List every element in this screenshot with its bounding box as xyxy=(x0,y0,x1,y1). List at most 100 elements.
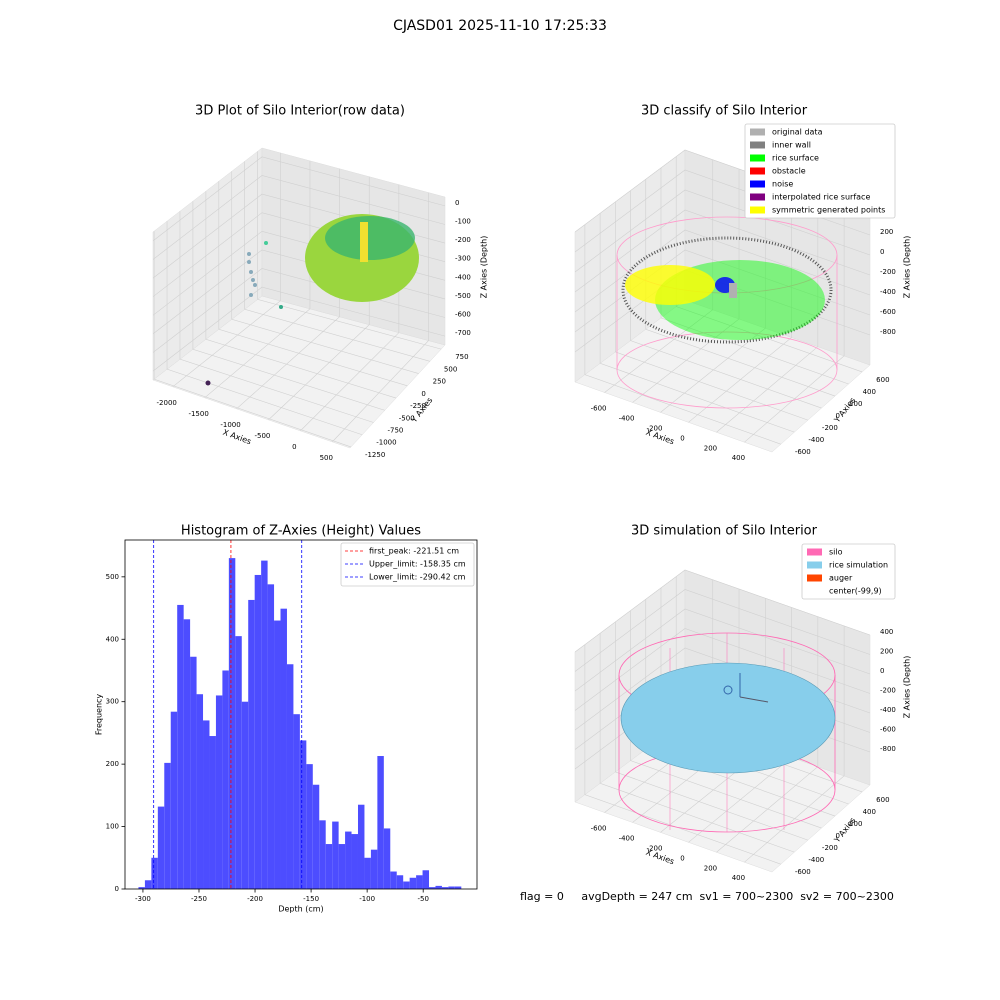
y-tick-label: 750 xyxy=(455,353,468,361)
grid-line xyxy=(615,201,809,421)
grid-line xyxy=(172,152,281,388)
z-tick-label: 0 xyxy=(880,667,884,675)
x-tick-label: -600 xyxy=(591,405,607,413)
legend-label: interpolated rice surface xyxy=(772,193,870,202)
x-tick-label: 0 xyxy=(680,854,684,862)
bar xyxy=(429,887,436,889)
grid-line xyxy=(574,628,871,711)
x-tick-label: -250 xyxy=(191,895,207,903)
y-axis-label: Frequency xyxy=(95,694,104,736)
bar xyxy=(215,695,223,889)
legend-box xyxy=(801,543,896,600)
chart-title: Histogram of Z-Axies (Height) Values xyxy=(181,524,421,539)
z-tick-label: 200 xyxy=(880,648,893,656)
legend-swatch xyxy=(750,128,765,136)
axes-frame xyxy=(124,539,478,890)
legend-label: inner wall xyxy=(772,141,811,150)
bar xyxy=(144,880,152,889)
point xyxy=(264,241,268,245)
point xyxy=(247,252,251,256)
bar xyxy=(306,764,313,889)
grid-line xyxy=(152,175,446,260)
x-tick-label: -200 xyxy=(647,424,663,432)
legend-box xyxy=(744,123,896,219)
legend-swatch xyxy=(750,206,765,214)
grid-line xyxy=(574,569,871,653)
figure-title: CJASD01 2025-11-10 17:25:33 xyxy=(393,18,607,34)
chart-title: 3D classify of Silo Interior xyxy=(641,104,808,119)
y-tick-label: 100 xyxy=(106,823,119,831)
x-tick-label: 200 xyxy=(704,864,717,872)
grid-line xyxy=(584,224,781,445)
legend-swatch xyxy=(807,561,822,569)
y-tick-label: 600 xyxy=(876,376,889,384)
auger xyxy=(739,696,769,703)
grid-line xyxy=(716,196,819,433)
bar xyxy=(157,806,165,889)
rice-simulation xyxy=(620,662,836,774)
point xyxy=(249,270,253,274)
grid-line xyxy=(152,268,446,353)
point xyxy=(247,260,251,264)
bar xyxy=(364,857,371,889)
bar xyxy=(383,828,391,889)
point xyxy=(205,380,211,386)
legend-label: symmetric generated points xyxy=(772,206,885,215)
bar xyxy=(448,886,455,889)
z-axis-label: Z Axies (Depth) xyxy=(903,236,912,299)
bar xyxy=(377,756,384,889)
grid-line xyxy=(584,644,781,865)
bar xyxy=(267,584,275,889)
z-tick-label: -500 xyxy=(455,292,471,300)
x-tick-label: -150 xyxy=(303,895,319,903)
x-tick-label: -1500 xyxy=(188,410,208,418)
y-tick-label: 0 xyxy=(835,412,839,420)
z-tick-label: -400 xyxy=(880,288,896,296)
bar xyxy=(235,636,242,889)
bar xyxy=(345,831,352,889)
grid-line xyxy=(604,159,714,393)
legend-swatch xyxy=(750,154,765,162)
point-cloud xyxy=(205,214,419,386)
bar xyxy=(370,849,378,889)
x-tick-label: -1000 xyxy=(220,421,240,429)
z-tick-label: -400 xyxy=(455,273,471,281)
z-tick-label: -600 xyxy=(880,308,896,316)
y-tick-label: 0 xyxy=(115,885,119,893)
x-tick-label: 400 xyxy=(732,874,745,882)
y-tick-label: 400 xyxy=(863,388,876,396)
y-tick-label: -600 xyxy=(795,448,811,456)
grid-line xyxy=(332,192,429,443)
y-tick-label: 300 xyxy=(106,698,119,706)
bar xyxy=(228,558,236,889)
x-tick-label: -400 xyxy=(619,414,635,422)
grid-line xyxy=(744,625,845,863)
y-tick-label: 600 xyxy=(876,796,889,804)
legend-label: first_peak: -221.51 cm xyxy=(369,547,459,556)
bar xyxy=(203,720,210,889)
y-tick-label: 200 xyxy=(849,820,862,828)
bar xyxy=(274,620,281,889)
grid-line xyxy=(599,213,795,433)
x-tick-label: 500 xyxy=(320,454,333,462)
x-tick-label: -500 xyxy=(254,432,270,440)
legend-label: center(-99,9) xyxy=(829,587,882,596)
chart-title: 3D Plot of Silo Interior(row data) xyxy=(195,104,405,119)
grid-line xyxy=(660,178,766,413)
x-tick-label: -400 xyxy=(619,834,635,842)
legend-swatch xyxy=(750,193,765,201)
bar xyxy=(454,886,462,889)
legend-label: obstacle xyxy=(772,167,806,176)
legend-swatch xyxy=(807,574,822,582)
z-tick-label: -600 xyxy=(880,726,896,734)
bar xyxy=(222,670,229,889)
chart-title: 3D simulation of Silo Interior xyxy=(631,524,818,539)
obstacle-cloud xyxy=(360,222,368,262)
bar xyxy=(390,871,397,889)
grid-line xyxy=(688,187,792,423)
symmetric-points xyxy=(625,265,715,305)
bar xyxy=(299,740,307,889)
grid-line xyxy=(218,181,408,387)
legend-label: rice simulation xyxy=(829,561,888,570)
bar xyxy=(312,784,320,889)
